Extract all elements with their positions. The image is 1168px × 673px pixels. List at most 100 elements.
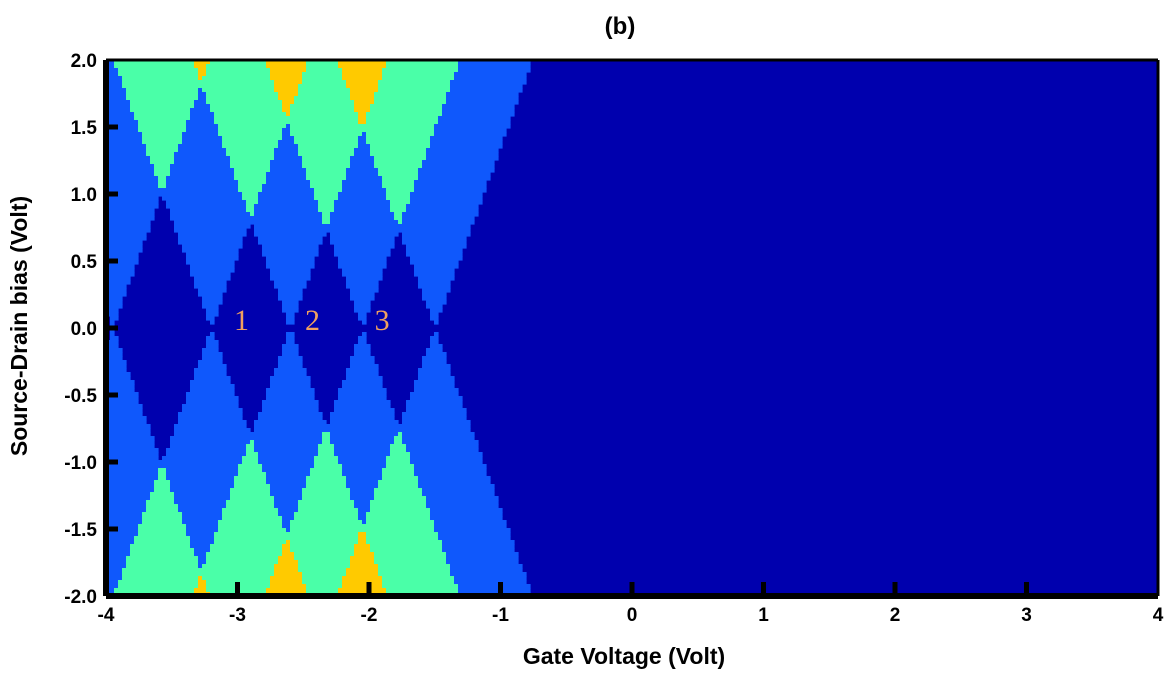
heatmap-cell bbox=[230, 496, 275, 501]
heatmap-cell bbox=[154, 484, 171, 489]
heatmap-cell bbox=[178, 236, 243, 241]
heatmap-cell bbox=[198, 564, 203, 569]
heatmap-cell bbox=[338, 192, 387, 197]
heatmap-cell bbox=[278, 560, 299, 565]
heatmap-cell bbox=[266, 172, 307, 177]
heatmap-cell bbox=[434, 124, 511, 129]
heatmap-cell bbox=[194, 372, 227, 377]
region-labels: 1 2 3 bbox=[234, 304, 390, 337]
heatmap-cell bbox=[194, 280, 227, 285]
heatmap-cell bbox=[246, 448, 255, 453]
heatmap-cell bbox=[106, 128, 139, 133]
heatmap-cell bbox=[374, 488, 423, 493]
heatmap-cell bbox=[282, 344, 299, 349]
heatmap-cell bbox=[414, 380, 455, 385]
heatmap-cell bbox=[186, 124, 219, 129]
heatmap-cell bbox=[234, 480, 267, 485]
heatmap-cell bbox=[418, 284, 451, 289]
heatmap-cell bbox=[318, 204, 335, 209]
heatmap-cell bbox=[330, 220, 399, 225]
heatmap-cell bbox=[190, 536, 215, 541]
heatmap-cell bbox=[406, 244, 467, 249]
heatmap-cell bbox=[106, 132, 143, 137]
heatmap-cell bbox=[346, 476, 383, 481]
heatmap-cell bbox=[206, 308, 219, 313]
heatmap-cell bbox=[262, 468, 311, 473]
heatmap-cell bbox=[222, 144, 279, 149]
heatmap-cell bbox=[106, 308, 119, 313]
heatmap-cell bbox=[274, 568, 299, 573]
heatmap-cell bbox=[186, 532, 215, 537]
heatmap-cell bbox=[358, 112, 367, 117]
x-tick-label: 2 bbox=[890, 605, 901, 626]
heatmap-cell bbox=[182, 404, 239, 409]
heatmap-cell bbox=[182, 248, 239, 253]
heatmap-cell bbox=[126, 560, 199, 565]
heatmap-cell bbox=[106, 364, 127, 369]
heatmap-cell bbox=[206, 100, 283, 105]
y-tick-label: -1.0 bbox=[64, 453, 97, 474]
heatmap-cell bbox=[106, 468, 159, 473]
heatmap-cell bbox=[174, 496, 231, 501]
heatmap-cell bbox=[270, 488, 303, 493]
heatmap-cell bbox=[354, 100, 375, 105]
heatmap-cell bbox=[306, 60, 339, 65]
heatmap-cell bbox=[150, 160, 175, 165]
heatmap-cell bbox=[266, 480, 307, 485]
heatmap-cell bbox=[330, 236, 395, 241]
heatmap-cell bbox=[330, 240, 395, 245]
heatmap-cell bbox=[274, 500, 299, 505]
heatmap-cell bbox=[254, 232, 327, 237]
heatmap-cell bbox=[314, 460, 339, 465]
heatmap-cell bbox=[106, 400, 139, 405]
heatmap-cell bbox=[122, 576, 199, 581]
heatmap-cell bbox=[106, 220, 151, 225]
heatmap-cell bbox=[194, 284, 227, 289]
heatmap-cell bbox=[106, 184, 159, 189]
x-tick-label: -2 bbox=[361, 605, 378, 626]
heatmap-cell bbox=[186, 260, 235, 265]
heatmap-cell bbox=[346, 172, 379, 177]
heatmap-cell bbox=[338, 64, 387, 69]
heatmap-cell bbox=[434, 332, 439, 337]
heatmap-cell bbox=[346, 280, 379, 285]
heatmap-cell bbox=[106, 440, 155, 445]
heatmap-cell bbox=[318, 200, 335, 205]
x-axis-title: Gate Voltage (Volt) bbox=[523, 643, 725, 669]
heatmap-cell bbox=[390, 200, 411, 205]
heatmap-cell bbox=[246, 444, 255, 449]
heatmap-cell bbox=[230, 156, 275, 161]
heatmap-cell bbox=[106, 92, 127, 97]
heatmap-cell bbox=[134, 536, 191, 541]
heatmap-cell bbox=[402, 212, 479, 217]
heatmap-cell bbox=[354, 500, 371, 505]
heatmap-cell bbox=[418, 168, 495, 173]
heatmap-cell bbox=[370, 104, 443, 109]
heatmap-cell bbox=[358, 316, 367, 321]
heatmap-cell bbox=[178, 416, 243, 421]
heatmap-cell bbox=[266, 396, 315, 401]
heatmap-cell bbox=[126, 92, 199, 97]
heatmap-cell bbox=[122, 84, 275, 89]
heatmap-cell bbox=[138, 120, 187, 125]
heatmap-cell bbox=[342, 576, 383, 581]
heatmap-cell bbox=[406, 444, 479, 449]
heatmap-cell bbox=[106, 212, 155, 217]
heatmap-cell bbox=[426, 348, 443, 353]
heatmap-cell bbox=[106, 256, 139, 261]
heatmap-cell bbox=[458, 584, 531, 589]
heatmap-cell bbox=[254, 424, 471, 429]
heatmap-cell bbox=[270, 380, 311, 385]
heatmap-cell bbox=[138, 524, 187, 529]
heatmap-cell bbox=[106, 208, 155, 213]
heatmap-cell bbox=[342, 76, 383, 81]
heatmap-cell bbox=[210, 320, 215, 325]
heatmap-cell bbox=[134, 112, 191, 117]
heatmap-cell bbox=[166, 176, 235, 181]
heatmap-cell bbox=[358, 516, 367, 521]
heatmap-cell bbox=[258, 416, 323, 421]
heatmap-cell bbox=[426, 300, 447, 305]
heatmap-cell bbox=[106, 576, 123, 581]
heatmap-cell bbox=[270, 168, 307, 173]
heatmap-cell bbox=[106, 428, 151, 433]
